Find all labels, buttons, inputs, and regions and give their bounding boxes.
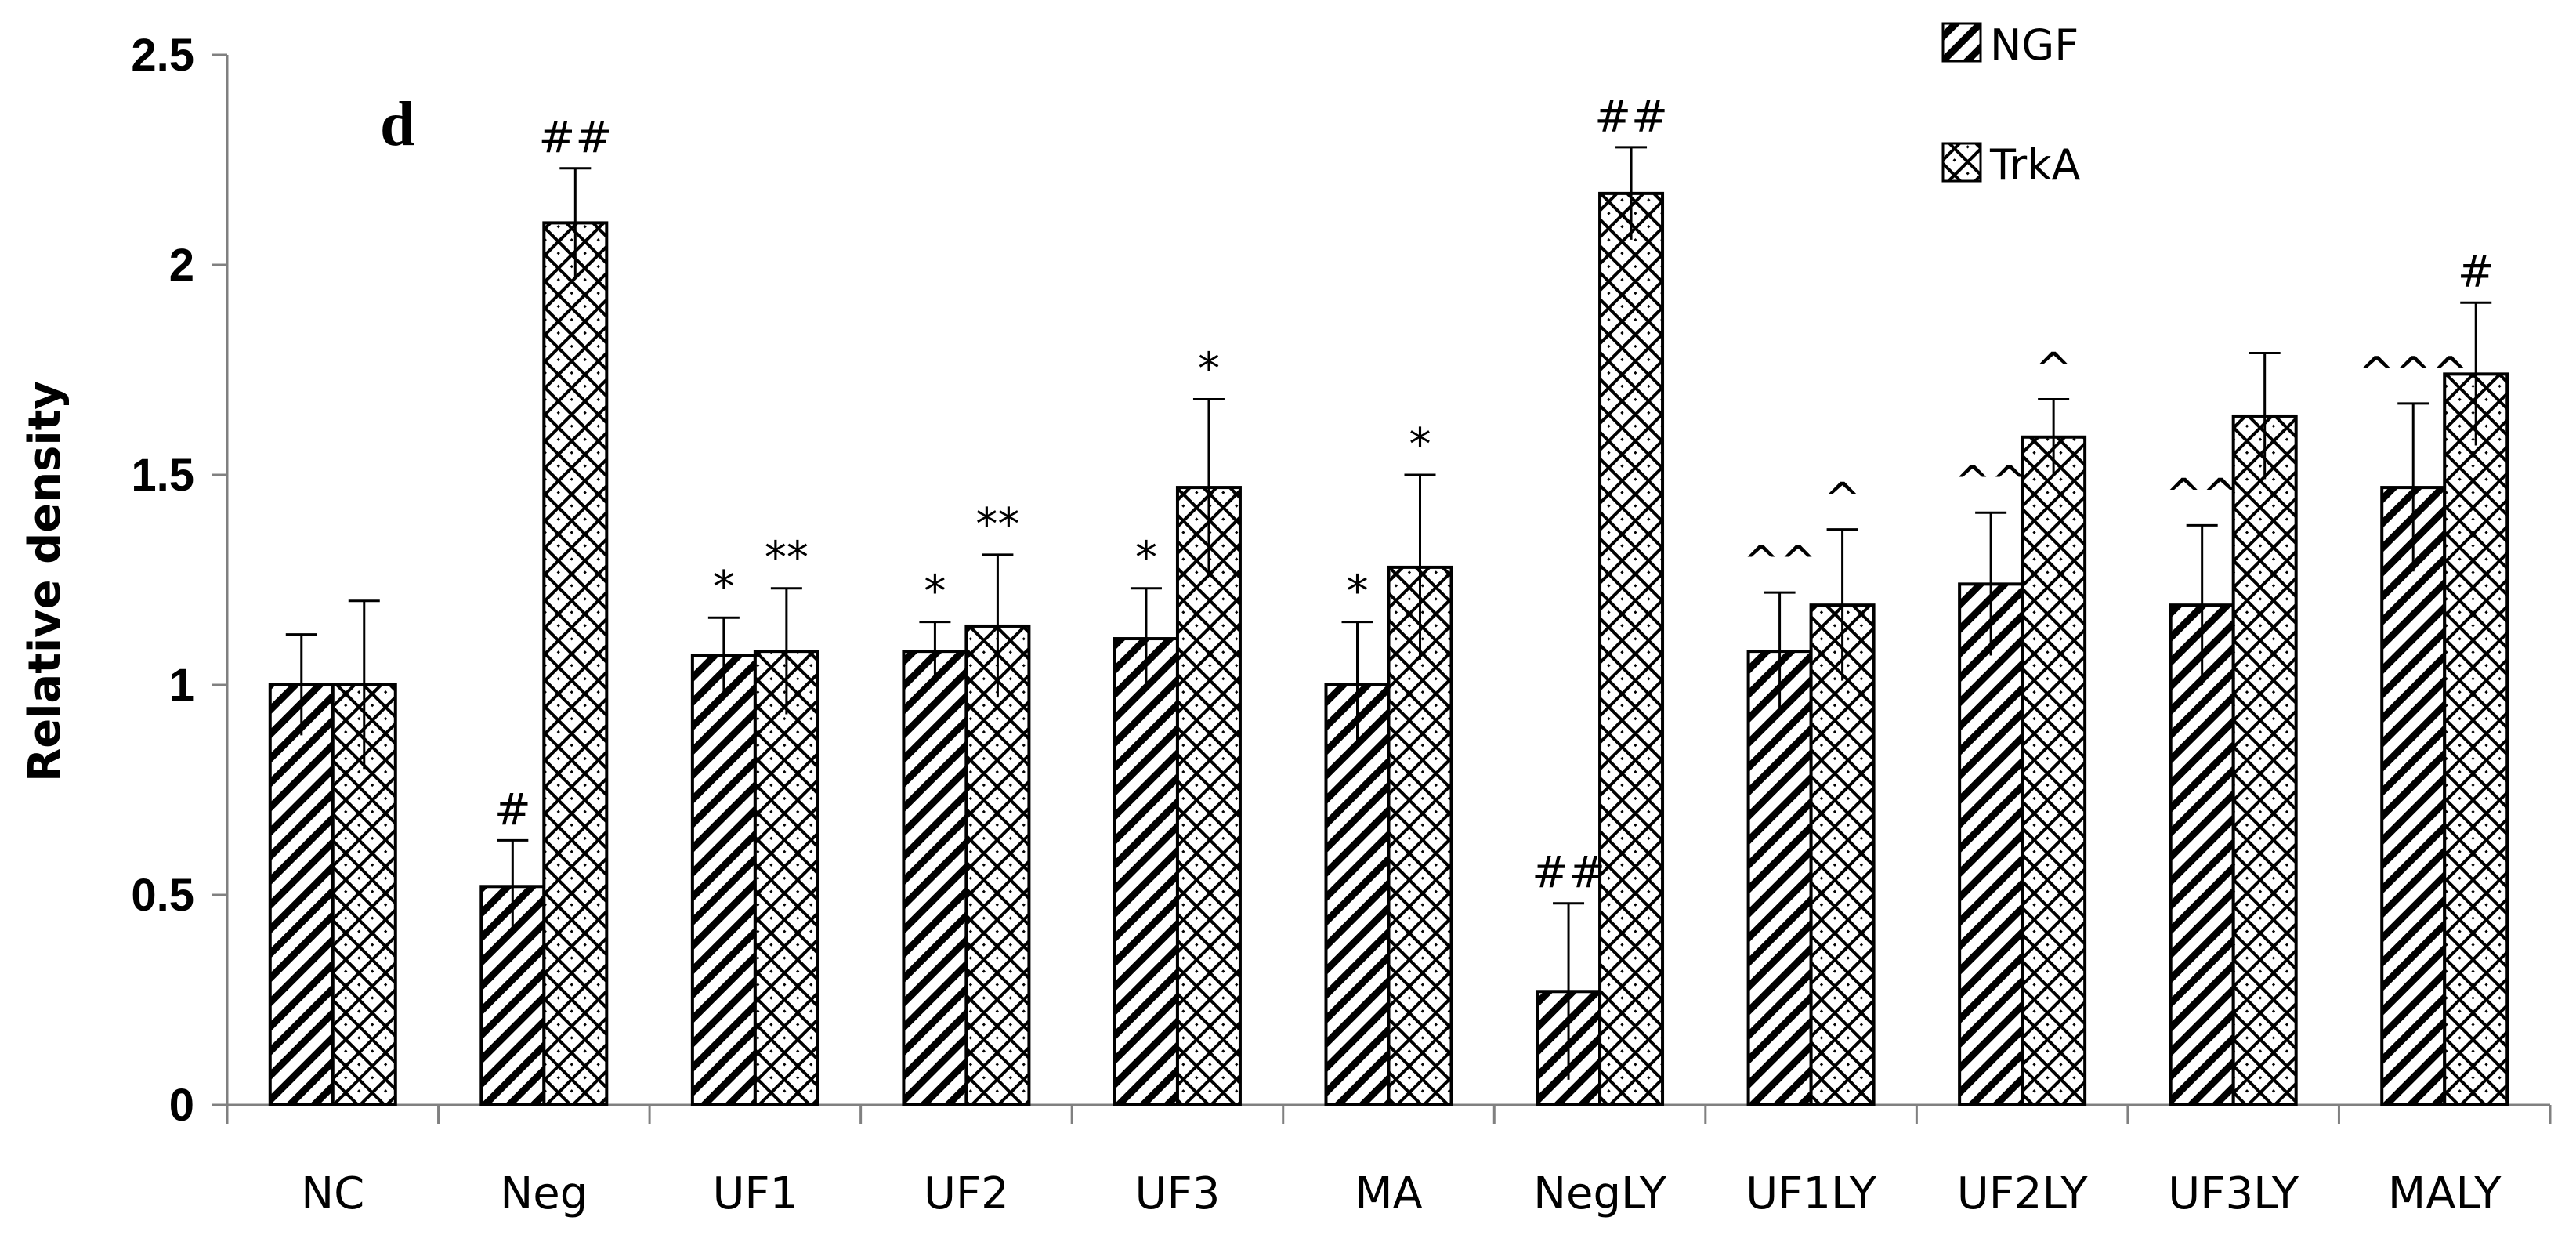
annotation-trka: *	[1198, 344, 1220, 395]
error-bars	[285, 146, 2492, 1080]
bar-trka	[2443, 372, 2509, 1106]
bar-trka	[1809, 603, 1876, 1106]
annotation-ngf: ##	[1532, 848, 1605, 899]
legend-swatch-ngf	[1941, 22, 1982, 63]
annotation-trka: ^	[1824, 474, 1861, 525]
x-category-label: UF3LY	[2168, 1168, 2299, 1219]
x-category-label: UF1	[712, 1168, 798, 1219]
bar-trka	[1598, 191, 1665, 1106]
annotation-trka: ##	[1594, 92, 1668, 143]
bar-trka	[542, 221, 609, 1106]
bar-ngf	[2380, 486, 2447, 1106]
annotation-ngf: ^^	[1954, 457, 2028, 508]
annotation-ngf: ^^	[2165, 469, 2239, 520]
y-tick-label: 1.5	[131, 450, 194, 501]
x-category-label: UF2	[924, 1168, 1009, 1219]
bars	[268, 191, 2509, 1107]
x-category-label: NC	[301, 1168, 364, 1219]
y-tick-label: 0	[169, 1080, 194, 1131]
x-category-label: UF1LY	[1746, 1168, 1877, 1219]
bar-trka	[753, 650, 819, 1106]
y-ticks: 0 0.5 1 1.5 2 2.5	[131, 30, 227, 1131]
annotation-ngf: *	[1347, 567, 1369, 618]
bar-ngf	[690, 654, 757, 1106]
x-category-label: UF2LY	[1957, 1168, 2089, 1219]
annotation-trka: ^	[2035, 344, 2072, 395]
x-category-label: UF3	[1135, 1168, 1221, 1219]
y-tick-label: 0.5	[131, 870, 194, 921]
annotation-ngf: ^^^	[2358, 348, 2469, 399]
bar-trka	[1175, 486, 1242, 1106]
y-tick-label: 2	[169, 240, 194, 291]
annotation-trka: **	[975, 499, 1019, 550]
bar-ngf	[902, 650, 968, 1106]
legend-swatch-trka	[1941, 142, 1982, 183]
x-category-label: MA	[1355, 1168, 1423, 1219]
bar-ngf	[1746, 650, 1813, 1106]
annotation-ngf: #	[494, 784, 531, 835]
bar-ngf	[1324, 683, 1391, 1106]
annotation-trka: ##	[538, 113, 612, 164]
legend: NGF TrkA	[1941, 20, 2081, 190]
annotation-ngf: ^^	[1743, 537, 1817, 588]
legend-label-trka: TrkA	[1989, 140, 2081, 190]
x-category-label: Neg	[500, 1168, 588, 1219]
y-axis-title: Relative density	[20, 381, 71, 782]
bar-ngf	[268, 683, 335, 1106]
significance-annotations: ###**********####^^^ ^^^^^^^^#	[494, 92, 2495, 899]
y-tick-label: 1	[169, 660, 194, 711]
annotation-trka: *	[1409, 419, 1431, 470]
annotation-trka: #	[2458, 247, 2495, 298]
annotation-ngf: *	[713, 562, 735, 613]
panel-letter: d	[380, 90, 415, 159]
y-tick-label: 2.5	[131, 30, 194, 81]
bar-trka	[2021, 435, 2087, 1106]
annotation-trka: **	[765, 533, 809, 584]
x-category-labels: NC Neg UF1 UF2 UF3 MA NegLY UF1LY UF2LY UF3LY MALY	[301, 1168, 2502, 1219]
bar-trka	[2231, 414, 2298, 1106]
x-category-label: NegLY	[1533, 1168, 1667, 1219]
bar-trka	[964, 624, 1031, 1106]
legend-label-ngf: NGF	[1990, 20, 2079, 70]
bar-trka	[1387, 565, 1453, 1106]
annotation-ngf: *	[1135, 533, 1157, 584]
x-category-label: MALY	[2388, 1168, 2502, 1219]
annotation-ngf: *	[924, 567, 946, 618]
bar-ngf	[1113, 637, 1179, 1106]
bar-ngf	[1958, 582, 2024, 1106]
